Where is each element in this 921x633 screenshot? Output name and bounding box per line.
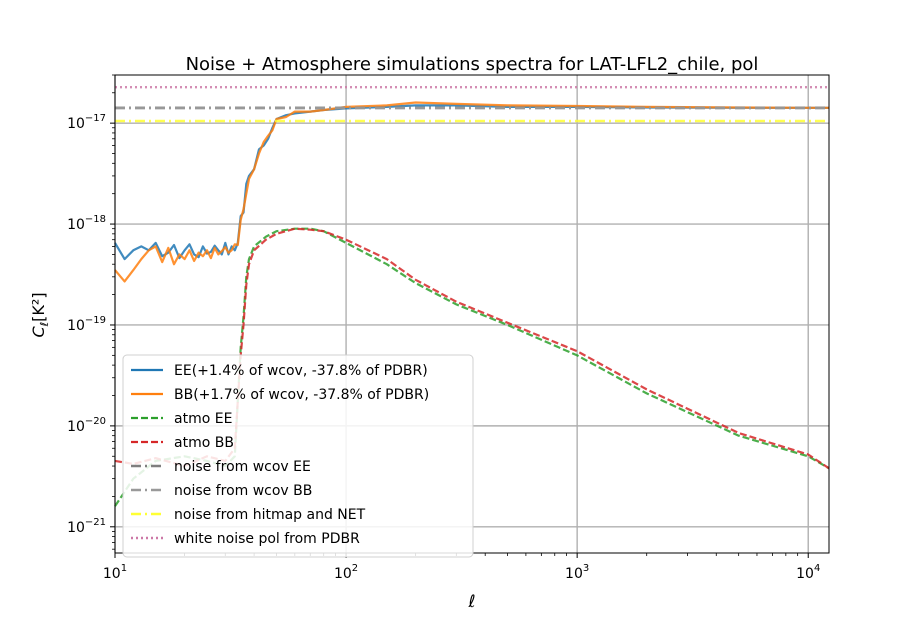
y-tick-label: 10−18 [67,214,106,233]
legend-label: EE(+1.4% of wcov, -37.8% of PDBR) [174,363,428,379]
y-axis-label-sub: ℓ [38,322,51,328]
y-tick-label: 10−17 [67,113,106,132]
y-tick-label: 10−19 [67,315,106,334]
x-tick-exp: 4 [814,563,820,574]
legend: EE(+1.4% of wcov, -37.8% of PDBR) BB(+1.7… [122,354,474,558]
y-tick-exp: −20 [85,416,106,427]
x-tick-base: 10 [796,566,814,582]
legend-label: atmo BB [174,435,234,451]
y-tick-exp: −18 [85,214,106,225]
legend-label: BB(+1.7% of wcov, -37.8% of PDBR) [174,387,429,403]
legend-label: noise from wcov BB [174,483,312,499]
y-tick-base: 10 [67,116,85,132]
y-axis-label-main: C [29,326,48,338]
legend-label: noise from hitmap and NET [174,507,366,523]
y-axis-label-bracket: [K²] [29,292,48,321]
y-tick-exp: −21 [85,517,106,528]
x-tick-exp: 3 [583,563,589,574]
x-tick-label: 103 [565,563,589,582]
series-line-2 [114,101,829,283]
legend-box [122,354,474,558]
y-tick-exp: −19 [85,315,106,326]
x-axis-ticks: 101 102 103 104 [103,553,820,582]
y-tick-exp: −17 [85,113,106,124]
x-axis-label: ℓ [467,592,475,612]
x-tick-base: 10 [334,566,352,582]
x-tick-exp: 1 [121,563,127,574]
legend-label: atmo EE [174,411,232,427]
x-tick-base: 10 [103,566,121,582]
y-tick-base: 10 [67,318,85,334]
y-tick-base: 10 [67,217,85,233]
y-tick-base: 10 [67,419,85,435]
chart-title: Noise + Atmosphere simulations spectra f… [186,54,759,75]
y-tick-label: 10−21 [67,517,106,536]
legend-label: noise from wcov EE [174,459,311,475]
y-tick-base: 10 [67,520,85,536]
y-tick-label: 10−20 [67,416,106,435]
x-tick-exp: 2 [352,563,358,574]
x-tick-label: 101 [103,563,127,582]
x-tick-label: 104 [796,563,820,582]
x-tick-label: 102 [334,563,358,582]
x-tick-base: 10 [565,566,583,582]
legend-label: white noise pol from PDBR [174,531,360,547]
y-axis-label: Cℓ[K²] [29,292,51,337]
